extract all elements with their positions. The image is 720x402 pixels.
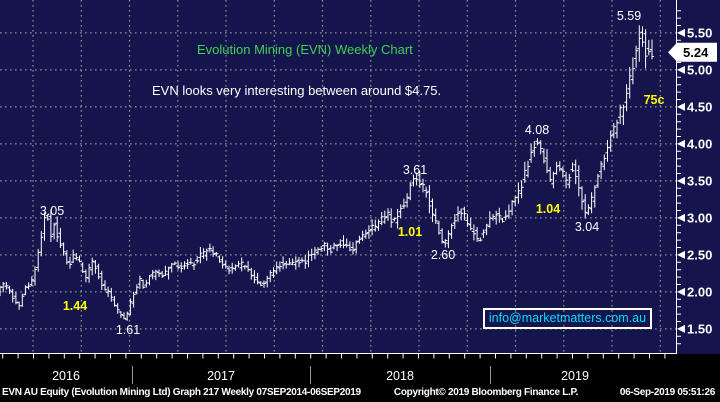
year-label-2016: 2016 xyxy=(52,369,80,383)
y-axis-tick-label: 5.50 xyxy=(687,25,712,40)
y-axis-tick-label: 3.50 xyxy=(687,173,712,188)
y-axis-tick-label: 2.50 xyxy=(687,247,712,262)
y-tick-arrow-icon xyxy=(677,176,685,185)
swing-label-4.08: 4.08 xyxy=(524,123,550,137)
y-tick-arrow-icon xyxy=(677,28,685,37)
swing-label-3.05: 3.05 xyxy=(39,204,65,218)
measure-label-75c: 75c xyxy=(643,93,665,107)
y-tick-arrow-icon xyxy=(677,213,685,222)
year-separator xyxy=(490,366,491,384)
copyright-text: Copyright© 2019 Bloomberg Finance L.P. xyxy=(393,387,579,398)
measure-label-1.44: 1.44 xyxy=(62,299,88,313)
y-tick-arrow-icon xyxy=(677,287,685,296)
chart-title: Evolution Mining (EVN) Weekly Chart xyxy=(197,42,413,57)
y-axis-tick-label: 2.00 xyxy=(687,284,712,299)
security-description: EVN AU Equity (Evolution Mining Ltd) Gra… xyxy=(2,387,361,398)
contact-email-box: info@marketmatters.com.au xyxy=(483,308,652,329)
measure-label-1.01: 1.01 xyxy=(397,225,423,239)
y-tick-arrow-icon xyxy=(677,102,685,111)
year-separator xyxy=(310,366,311,384)
swing-label-3.04: 3.04 xyxy=(574,220,600,234)
year-label-2017: 2017 xyxy=(207,369,235,383)
y-axis-tick-label: 4.00 xyxy=(687,136,712,151)
y-axis-tick-label: 1.50 xyxy=(687,321,712,336)
swing-label-3.61: 3.61 xyxy=(402,163,428,177)
y-tick-arrow-icon xyxy=(677,65,685,74)
year-label-2018: 2018 xyxy=(386,369,414,383)
y-axis-tick-label: 3.00 xyxy=(687,210,712,225)
chart-comment: EVN looks very interesting between aroun… xyxy=(152,83,442,98)
ohlc-price-bars xyxy=(0,25,655,321)
y-axis-tick-label: 4.50 xyxy=(687,99,712,114)
chart-background xyxy=(0,0,720,354)
year-label-2019: 2019 xyxy=(561,369,589,383)
y-axis-tick-label: 5.00 xyxy=(687,62,712,77)
y-tick-arrow-icon xyxy=(677,250,685,259)
last-price-tag xyxy=(668,42,717,62)
y-tick-arrow-icon xyxy=(677,139,685,148)
timestamp: 06-Sep-2019 05:51:26 xyxy=(619,387,715,398)
swing-label-1.61: 1.61 xyxy=(115,323,141,337)
swing-label-2.60: 2.60 xyxy=(430,248,456,262)
measure-label-1.04: 1.04 xyxy=(535,202,561,216)
grid-lines xyxy=(0,0,676,353)
year-separator xyxy=(132,366,133,384)
last-price-value: 5.24 xyxy=(683,45,709,60)
swing-label-5.59: 5.59 xyxy=(616,9,642,23)
price-chart-canvas[interactable]: 5.50 5.00 4.50 4.00 3.50 3.00 2.50 2.00 1.50 5.24 xyxy=(0,0,720,362)
y-tick-arrow-icon xyxy=(677,324,685,333)
minor-ticks xyxy=(2,10,681,359)
